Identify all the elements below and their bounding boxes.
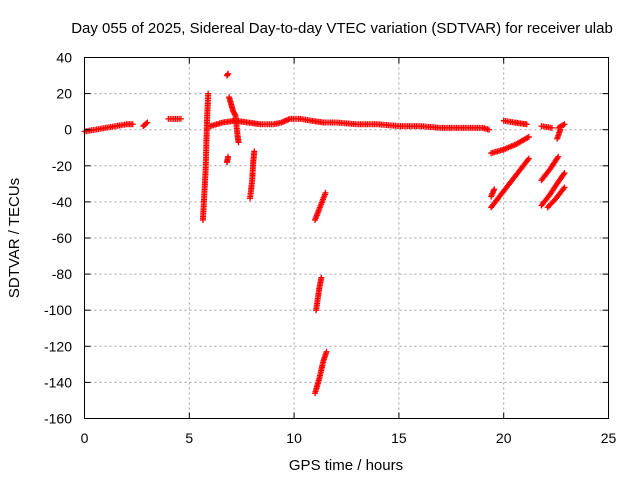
y-tick-label: -100 xyxy=(44,302,72,318)
data-point xyxy=(560,171,567,178)
data-point xyxy=(235,139,242,146)
x-axis-label: GPS time / hours xyxy=(289,457,403,474)
data-point xyxy=(548,124,555,131)
data-point xyxy=(555,153,562,160)
data-point xyxy=(525,155,532,162)
series-arcs-19-4-21-3h xyxy=(488,133,532,211)
y-tick-label: -20 xyxy=(52,158,72,174)
y-tick-label: -40 xyxy=(52,194,72,210)
y-tick-label: -60 xyxy=(52,230,72,246)
y-tick-label: 0 xyxy=(64,122,72,138)
y-tick-label: 20 xyxy=(56,86,72,102)
data-point xyxy=(231,111,238,118)
y-axis-label: SDTVAR / TECUs xyxy=(6,178,23,298)
grid-lines xyxy=(84,57,609,419)
series-arc-8h xyxy=(247,148,258,202)
data-point xyxy=(205,90,212,97)
data-point xyxy=(225,153,232,160)
data-point xyxy=(523,121,530,128)
x-tick-label: 15 xyxy=(391,430,407,446)
x-tick-label: 20 xyxy=(496,430,512,446)
x-tick-label: 5 xyxy=(185,430,193,446)
series-arc-11-2h-middle xyxy=(313,274,325,314)
y-tick-label: -160 xyxy=(44,411,72,427)
data-point xyxy=(561,121,568,128)
series-arcs-21-8-22-9h xyxy=(538,126,568,211)
series-near-zero-band xyxy=(81,115,568,135)
data-point xyxy=(322,189,329,196)
data-point xyxy=(560,122,567,129)
chart-title: Day 055 of 2025, Sidereal Day-to-day VTE… xyxy=(71,20,613,37)
series-arc-6-8h xyxy=(224,70,242,166)
y-tick-label: -140 xyxy=(44,374,72,390)
y-tick-label: -80 xyxy=(52,266,72,282)
x-tick-label: 25 xyxy=(601,430,617,446)
data-point xyxy=(525,133,532,140)
data-point xyxy=(225,70,232,77)
x-tick-labels: 0 5 10 15 20 25 xyxy=(81,430,617,446)
data-point xyxy=(144,119,151,126)
series-arc-5-6h xyxy=(199,90,212,223)
series-arc-11-3h-upper xyxy=(312,189,329,223)
x-tick-label: 0 xyxy=(81,430,89,446)
data-point xyxy=(323,348,330,355)
data-point xyxy=(491,186,498,193)
data-point xyxy=(143,120,150,127)
data-point xyxy=(557,126,564,133)
y-tick-label: 40 xyxy=(56,50,72,66)
data-points xyxy=(81,70,568,397)
data-point xyxy=(318,274,325,281)
data-point xyxy=(129,121,136,128)
data-point xyxy=(486,126,493,133)
y-tick-labels: 40 20 0 -20 -40 -60 -80 -100 -120 -140 -160 xyxy=(44,50,72,427)
series-arc-11-3h-lower xyxy=(312,348,330,397)
data-point xyxy=(561,184,568,191)
data-point xyxy=(251,148,258,155)
data-point xyxy=(177,115,184,122)
y-tick-label: -120 xyxy=(44,338,72,354)
axis-ticks xyxy=(84,57,609,419)
data-point xyxy=(561,170,568,177)
x-tick-label: 10 xyxy=(286,430,302,446)
